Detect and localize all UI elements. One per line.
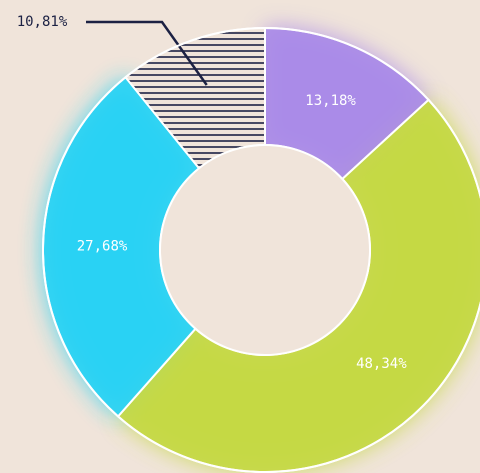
outer-ring	[42, 27, 480, 473]
inner-hole	[159, 144, 371, 356]
leader-line	[86, 20, 208, 86]
value-label: 48,34%	[356, 356, 407, 372]
value-label: 10,81%	[17, 14, 68, 30]
value-label: 13,18%	[305, 93, 356, 109]
slices	[42, 26, 480, 473]
value-label: 27,68%	[77, 238, 128, 254]
